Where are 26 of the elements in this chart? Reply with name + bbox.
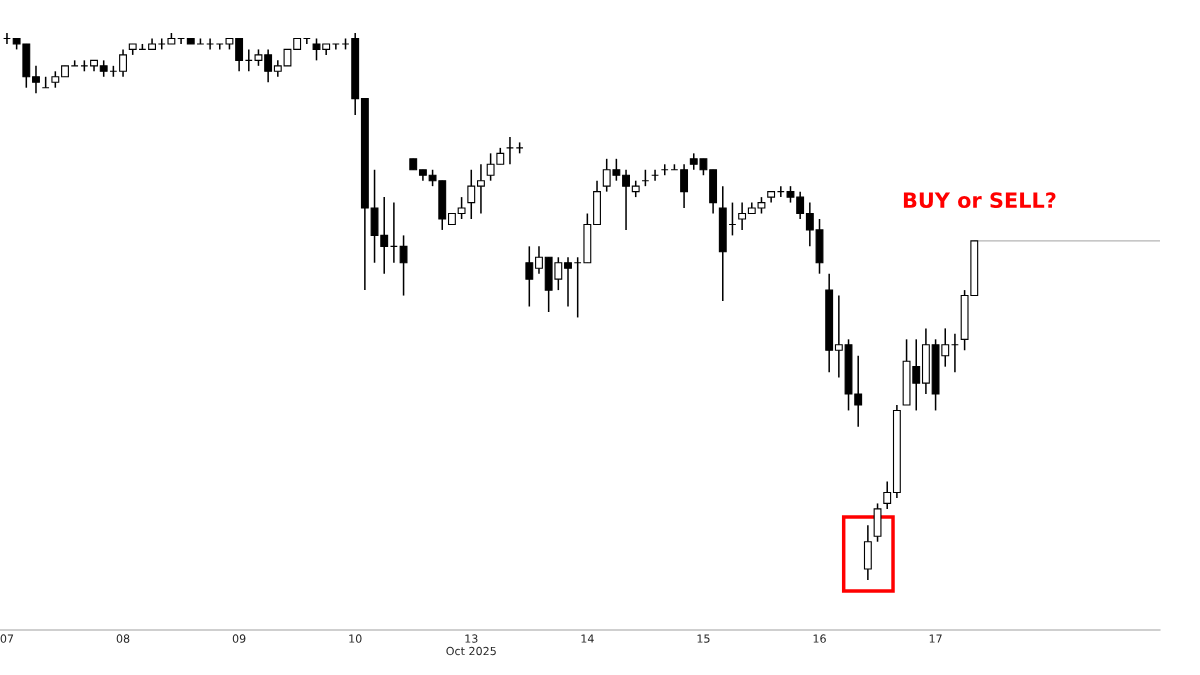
candlestick — [399, 234, 408, 297]
candlestick — [119, 48, 127, 78]
x-tick-label: 17 — [929, 634, 942, 643]
candlestick — [235, 37, 244, 73]
annotation: BUY or SELL? — [903, 192, 1056, 209]
candlestick — [564, 256, 572, 308]
candlestick — [331, 43, 340, 51]
candlestick — [457, 196, 466, 220]
candlestick — [680, 163, 689, 209]
candlestick — [883, 480, 892, 510]
x-tick-label: 14 — [581, 634, 594, 643]
x-tick-label: 08 — [116, 634, 130, 643]
candlestick — [535, 245, 543, 275]
candlestick — [32, 65, 40, 94]
x-tick-label: 13 Oct 2025 — [446, 634, 496, 656]
candlestick — [477, 163, 485, 215]
x-tick-label: 07 — [0, 634, 14, 643]
candlestick — [738, 201, 747, 231]
x-tick-label: 09 — [232, 634, 246, 643]
candlestick — [622, 168, 630, 231]
x-tick-label: 15 — [697, 634, 710, 643]
candlestick — [525, 245, 534, 308]
candlestick — [215, 43, 224, 51]
x-tick-label: 10 — [349, 634, 362, 643]
candlestick — [467, 168, 476, 220]
x-tick-label: 16 — [813, 634, 826, 643]
